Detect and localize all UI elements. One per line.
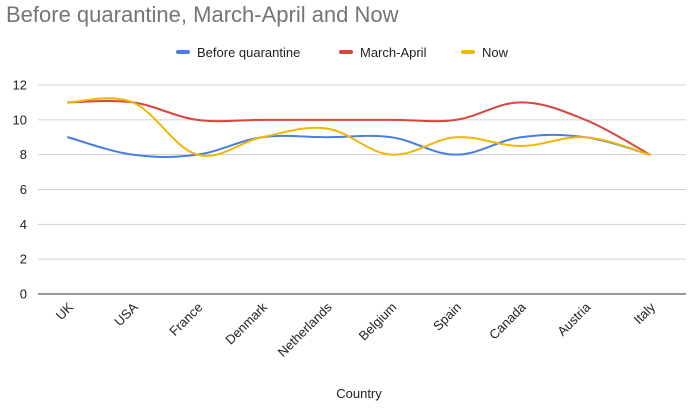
x-tick-label: France xyxy=(166,300,205,339)
legend-swatch xyxy=(339,50,353,54)
legend-label: Now xyxy=(482,45,509,60)
x-axis-ticks: UK USA France Denmark Netherlands Belgium Spai… xyxy=(53,299,659,360)
y-tick-label: 4 xyxy=(20,217,27,232)
y-tick-label: 6 xyxy=(20,182,27,197)
legend-label: March-April xyxy=(360,45,427,60)
series-line-now xyxy=(67,97,651,157)
x-tick-label: Belgium xyxy=(356,300,400,344)
legend-swatch xyxy=(176,50,190,54)
y-tick-label: 0 xyxy=(20,287,27,302)
series-line-march-april xyxy=(67,100,651,156)
y-tick-label: 12 xyxy=(13,78,27,93)
x-tick-label: Austria xyxy=(554,299,594,339)
legend-label: Before quarantine xyxy=(197,45,300,60)
x-axis-label: Country xyxy=(336,386,382,401)
x-tick-label: Canada xyxy=(486,299,529,342)
y-tick-label: 10 xyxy=(13,112,27,127)
y-tick-label: 8 xyxy=(20,147,27,162)
x-tick-label: Italy xyxy=(631,299,659,327)
y-tick-label: 2 xyxy=(20,252,27,267)
legend: Before quarantine March-April Now xyxy=(176,45,509,60)
series-lines xyxy=(67,97,651,158)
y-axis-ticks: 0 2 4 6 8 10 12 xyxy=(13,78,27,302)
x-tick-label: Denmark xyxy=(222,299,270,347)
chart-title: Before quarantine, March-April and Now xyxy=(6,2,399,27)
x-tick-label: Spain xyxy=(430,300,464,334)
x-tick-label: Netherlands xyxy=(275,299,336,360)
x-tick-label: USA xyxy=(111,299,141,329)
gridlines xyxy=(38,84,686,295)
legend-swatch xyxy=(461,50,475,54)
x-tick-label: UK xyxy=(53,299,77,323)
series-line-before-quarantine xyxy=(67,133,651,158)
